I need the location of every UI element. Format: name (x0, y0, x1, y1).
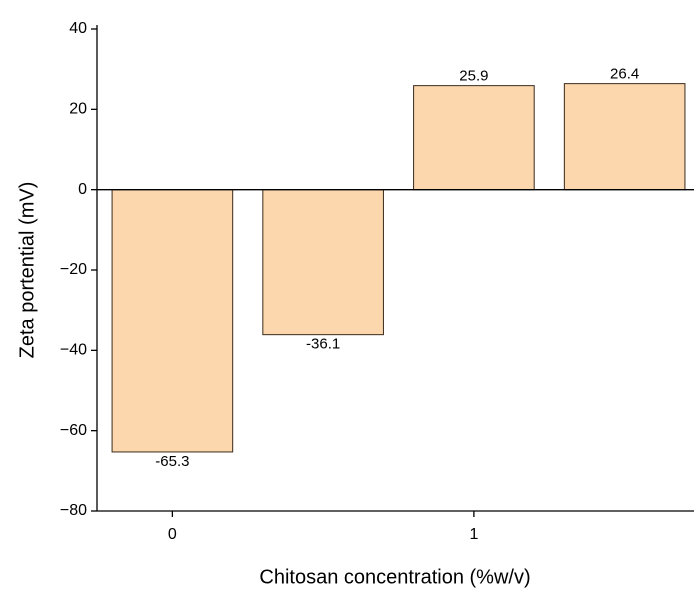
x-tick-label: 0 (168, 526, 177, 543)
y-tick-label: 20 (69, 101, 87, 118)
bar (563, 83, 686, 191)
y-tick-label: −60 (60, 422, 87, 439)
bar (111, 189, 234, 453)
y-tick-label: 40 (69, 20, 87, 37)
y-tick-label: 0 (78, 181, 87, 198)
y-tick-label: −80 (60, 502, 87, 519)
value-label: -36.1 (306, 336, 340, 353)
x-axis-label: Chitosan concentration (%w/v) (259, 566, 530, 588)
x-tick-label: 1 (469, 526, 478, 543)
value-label: 26.4 (610, 66, 639, 83)
y-axis-label: Zeta portential (mV) (16, 182, 38, 359)
y-tick-label: −40 (60, 342, 87, 359)
value-label: -65.3 (155, 453, 189, 470)
bar (413, 85, 535, 191)
bar (262, 189, 384, 336)
y-tick-label: −20 (60, 261, 87, 278)
value-label: 25.9 (459, 68, 488, 85)
